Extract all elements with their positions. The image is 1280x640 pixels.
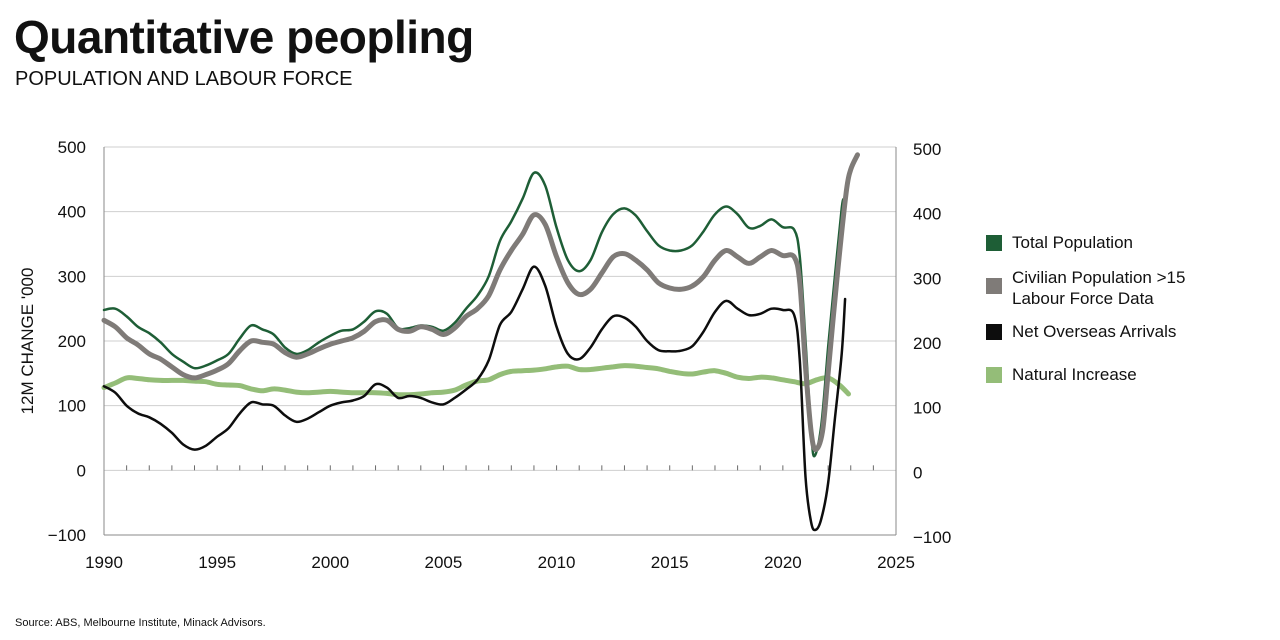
y-tick-label-left: −100 <box>48 526 86 545</box>
chart-legend: Total Population Civilian Population >15… <box>986 232 1185 385</box>
y-tick-label-right: 100 <box>913 399 941 418</box>
series-line-total-population <box>102 171 846 458</box>
x-tick-label: 2025 <box>877 553 915 572</box>
legend-swatch-natural-increase <box>986 367 1002 383</box>
legend-item-natural-increase: Natural Increase <box>986 364 1185 385</box>
x-tick-label: 1995 <box>198 553 236 572</box>
y-tick-label-right: 300 <box>913 269 941 288</box>
legend-swatch-net-overseas-arrivals <box>986 324 1002 340</box>
x-tick-label: 2020 <box>764 553 802 572</box>
y-tick-label-right: −100 <box>913 528 951 547</box>
y-tick-label-right: 200 <box>913 334 941 353</box>
x-tick-label: 2010 <box>538 553 576 572</box>
legend-label-net-overseas-arrivals: Net Overseas Arrivals <box>1012 322 1177 341</box>
y-tick-label-left: 500 <box>58 138 86 157</box>
y-tick-label-left: 200 <box>58 332 86 351</box>
x-tick-label: 1990 <box>85 553 123 572</box>
legend-item-total-population: Total Population <box>986 232 1185 253</box>
y-axis-title: 12M CHANGE '000 <box>18 268 37 415</box>
source-note: Source: ABS, Melbourne Institute, Minack… <box>15 617 266 629</box>
legend-label-total-population: Total Population <box>1012 233 1133 252</box>
y-tick-label-right: 400 <box>913 205 941 224</box>
legend-label-natural-increase: Natural Increase <box>1012 365 1137 384</box>
y-tick-label-left: 100 <box>58 397 86 416</box>
chart-subtitle: POPULATION AND LABOUR FORCE <box>15 68 353 90</box>
legend-swatch-total-population <box>986 235 1002 251</box>
y-tick-label-left: 300 <box>58 267 86 286</box>
legend-item-net-overseas-arrivals: Net Overseas Arrivals <box>986 321 1185 342</box>
x-tick-label: 2005 <box>425 553 463 572</box>
y-tick-label-right: 0 <box>913 463 922 482</box>
chart-title: Quantitative peopling <box>14 11 474 63</box>
y-tick-label-right: 500 <box>913 140 941 159</box>
legend-swatch-civilian-population <box>986 278 1002 294</box>
y-tick-label-left: 0 <box>77 461 86 480</box>
x-tick-label: 2000 <box>311 553 349 572</box>
y-tick-label-left: 400 <box>58 203 86 222</box>
series-line-civilian-population <box>101 152 860 453</box>
series-line-net-overseas-arrivals <box>102 265 847 532</box>
legend-item-civilian-population: Civilian Population >15 Labour Force Dat… <box>986 267 1185 309</box>
legend-label-civilian-population: Civilian Population >15 Labour Force Dat… <box>1012 268 1186 308</box>
x-tick-label: 2015 <box>651 553 689 572</box>
